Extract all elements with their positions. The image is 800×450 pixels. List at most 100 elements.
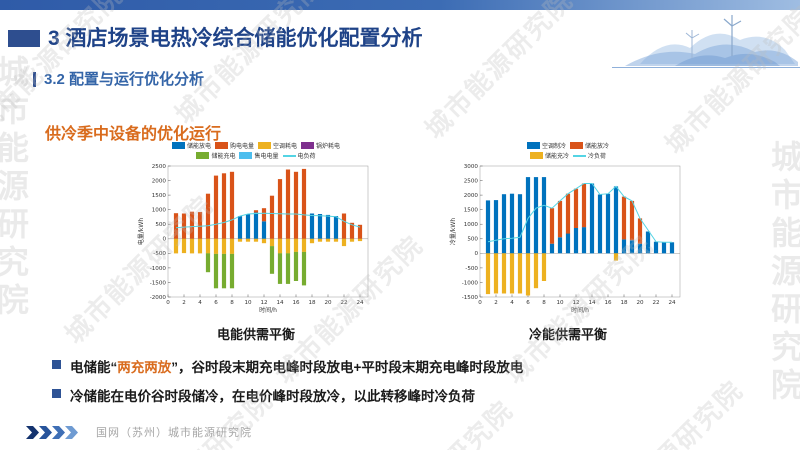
- chart-electric-caption: 电能供需平衡: [216, 327, 295, 342]
- legend-item: 空调耗电: [258, 141, 297, 150]
- svg-text:8: 8: [542, 300, 546, 306]
- svg-text:6: 6: [526, 300, 530, 306]
- header-divider: [612, 67, 800, 68]
- bullet-electric-storage: 电储能“两充两放”，谷时段末期充电峰时段放电+平时段末期充电峰时段放电: [52, 356, 762, 376]
- svg-text:6: 6: [214, 300, 218, 306]
- legend-item: 储能放冷: [570, 141, 609, 150]
- svg-text:-1000: -1000: [150, 266, 167, 272]
- chart-electric-legend: 储能放电 购电电量 空调耗电 锅炉耗电储能充电 售电电量 电负荷: [158, 141, 354, 161]
- svg-text:-1500: -1500: [150, 280, 167, 286]
- legend-item: 空调制冷: [526, 141, 566, 150]
- bullet-text: ”，谷时段末期充电峰时段放电+平时段末期充电峰时段放电: [171, 360, 524, 375]
- chart-electric: 储能放电 购电电量 空调耗电 锅炉耗电 储能充电 售电电量 电负荷 -2000 -1500 -1…: [136, 141, 376, 343]
- svg-text:8: 8: [230, 300, 234, 306]
- svg-text:20: 20: [324, 300, 332, 306]
- svg-text:3000: 3000: [464, 164, 479, 170]
- bullet-text: 冷储能在电价谷时段储冷，在电价峰时段放冷，以此转移峰时冷负荷: [70, 389, 475, 404]
- legend-item: 储能充冷: [529, 151, 569, 160]
- header: 3 酒店场景电热冷综合储能优化配置分析: [0, 15, 800, 70]
- legend-label: 储能放冷: [585, 144, 610, 150]
- svg-text:24: 24: [668, 300, 676, 306]
- chevrons-icon: [26, 425, 78, 439]
- legend-label: 购电电量: [229, 144, 254, 150]
- legend-item: 售电电量: [239, 151, 279, 160]
- svg-text:1000: 1000: [464, 222, 479, 228]
- legend-swatch-icon: [171, 142, 185, 149]
- top-accent-bar: [0, 0, 800, 10]
- legend-line-icon: [282, 154, 296, 157]
- svg-text:-500: -500: [153, 251, 166, 257]
- legend-item: 储能充电: [196, 151, 235, 160]
- watermark-text: 城市能源研究院: [767, 140, 800, 406]
- svg-text:2: 2: [494, 300, 498, 306]
- legend-item: 冷负荷: [573, 151, 606, 160]
- mountain-illustration: [620, 6, 800, 72]
- legend-label: 储能充冷: [544, 154, 569, 160]
- legend-item: 锅炉耗电: [301, 141, 340, 150]
- svg-text:-500: -500: [465, 266, 478, 272]
- svg-text:0: 0: [474, 251, 478, 257]
- bullet-cooling-storage: 冷储能在电价谷时段储冷，在电价峰时段放冷，以此转移峰时冷负荷: [52, 385, 762, 405]
- bullet-square-icon: [52, 360, 61, 369]
- legend-label: 空调制冷: [541, 144, 566, 150]
- footer-org: 国网（苏州）城市能源研究院: [96, 427, 252, 439]
- svg-text:1500: 1500: [464, 208, 479, 214]
- chart-cooling-legend: 空调制冷 储能放冷储能充冷 冷负荷: [509, 141, 627, 161]
- section-subtitle: 3.2 配置与运行优化分析: [44, 71, 205, 88]
- svg-text:10: 10: [244, 300, 252, 306]
- bullet-square-icon: [52, 389, 61, 398]
- legend-label: 电负荷: [297, 154, 316, 160]
- legend-item: 购电电量: [214, 141, 254, 150]
- legend-label: 储能充电: [211, 154, 236, 160]
- wind-turbine-icon: [685, 30, 700, 58]
- svg-text:20: 20: [636, 300, 644, 306]
- page-title: 3 酒店场景电热冷综合储能优化配置分析: [48, 27, 423, 50]
- svg-text:18: 18: [620, 300, 628, 306]
- footer: 国网（苏州）城市能源研究院: [26, 424, 252, 440]
- legend-label: 锅炉耗电: [316, 144, 341, 150]
- svg-text:12: 12: [260, 300, 267, 306]
- legend-label: 储能放电: [186, 144, 211, 150]
- legend-swatch-icon: [301, 142, 315, 149]
- svg-text:16: 16: [292, 300, 300, 306]
- svg-text:2000: 2000: [152, 179, 167, 185]
- legend-swatch-icon: [214, 142, 228, 149]
- svg-text:500: 500: [155, 222, 166, 228]
- svg-text:2000: 2000: [464, 193, 479, 199]
- svg-text:4: 4: [510, 300, 514, 306]
- svg-text:10: 10: [556, 300, 564, 306]
- svg-text:-1000: -1000: [462, 280, 479, 286]
- svg-text:18: 18: [308, 300, 316, 306]
- legend-item: 电负荷: [282, 151, 316, 160]
- svg-text:时间/h: 时间/h: [259, 306, 277, 314]
- svg-text:电量/kWh: 电量/kWh: [137, 218, 145, 245]
- legend-line-icon: [573, 154, 586, 157]
- legend-swatch-icon: [526, 142, 540, 149]
- svg-text:2500: 2500: [152, 164, 167, 170]
- svg-text:14: 14: [276, 300, 284, 306]
- section-heading: 供冷季中设备的优化运行: [45, 126, 222, 143]
- svg-text:1500: 1500: [152, 193, 167, 199]
- svg-text:1000: 1000: [152, 208, 167, 214]
- svg-text:-1500: -1500: [462, 295, 479, 301]
- legend-swatch-icon: [570, 142, 583, 149]
- watermark-text: 城市能源研究院: [0, 55, 29, 321]
- wind-turbine-icon: [723, 15, 742, 56]
- svg-text:0: 0: [478, 300, 482, 306]
- svg-text:24: 24: [356, 300, 364, 306]
- svg-text:时间/h: 时间/h: [571, 306, 589, 314]
- svg-text:2: 2: [182, 300, 186, 306]
- legend-label: 售电电量: [254, 154, 279, 160]
- svg-text:2500: 2500: [464, 179, 479, 185]
- bullet-highlight: 两充两放: [117, 360, 172, 375]
- svg-text:冷量/kWh: 冷量/kWh: [449, 218, 457, 245]
- svg-text:12: 12: [572, 300, 579, 306]
- svg-text:0: 0: [166, 300, 170, 306]
- chart-cooling: 空调制冷 储能放冷 储能充冷 冷负荷 -1500 -1000 -500 0 500 1000 15…: [448, 141, 688, 343]
- subtitle-marker: [33, 72, 36, 87]
- legend-swatch-icon: [239, 152, 253, 159]
- svg-text:0: 0: [162, 237, 166, 243]
- chart-cooling-caption: 冷能供需平衡: [528, 327, 607, 342]
- legend-label: 冷负荷: [588, 154, 607, 160]
